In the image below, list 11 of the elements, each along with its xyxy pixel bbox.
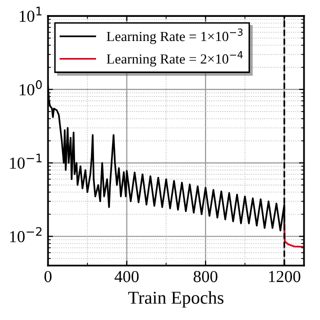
y-tick-label: 10$^{−1}$: [10, 154, 42, 169]
x-tick-label: 800: [194, 270, 218, 282]
y-tick-label: 10$^{−2}$: [10, 227, 42, 242]
x-tick-label: 0: [44, 270, 52, 282]
x-tick-label: 1200: [269, 270, 300, 282]
x-axis-title: Train Epochs: [128, 291, 224, 308]
legend-label: Learning Rate = 1×10$^{−3}$: [106, 28, 243, 44]
y-tick-label: 10$^{1}$: [20, 6, 42, 22]
x-tick-label: 400: [114, 270, 139, 282]
legend-label: Learning Rate = 2×10$^{−4}$: [106, 51, 243, 67]
y-tick-label: 10$^{0}$: [20, 80, 42, 96]
